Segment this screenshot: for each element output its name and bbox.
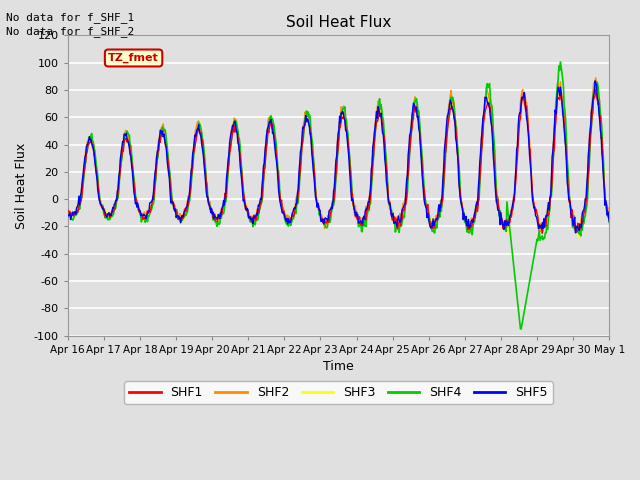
Y-axis label: Soil Heat Flux: Soil Heat Flux — [15, 143, 28, 228]
Text: No data for f_SHF_2: No data for f_SHF_2 — [6, 26, 134, 37]
Text: TZ_fmet: TZ_fmet — [108, 53, 159, 63]
Text: No data for f_SHF_1: No data for f_SHF_1 — [6, 12, 134, 23]
Legend: SHF1, SHF2, SHF3, SHF4, SHF5: SHF1, SHF2, SHF3, SHF4, SHF5 — [124, 382, 552, 405]
X-axis label: Time: Time — [323, 360, 354, 373]
Title: Soil Heat Flux: Soil Heat Flux — [286, 15, 391, 30]
